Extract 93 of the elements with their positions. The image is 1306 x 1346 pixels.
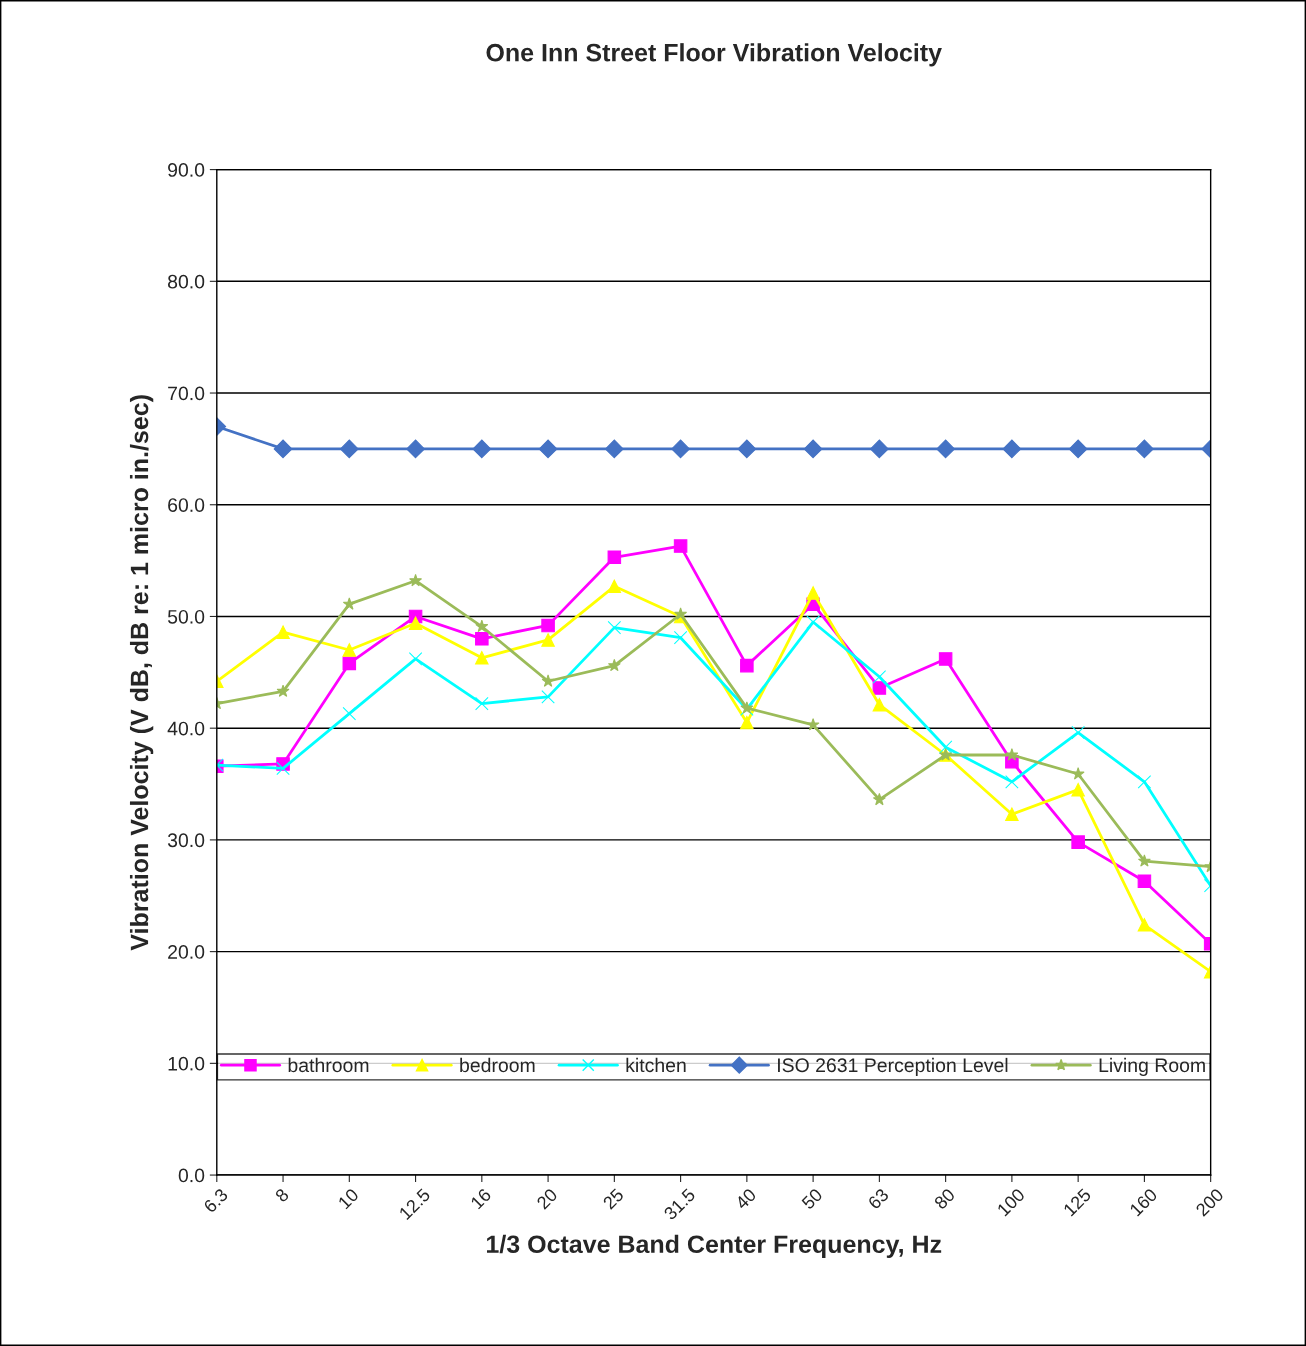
point [1135, 439, 1154, 459]
x-tick-label: 50 [800, 1187, 824, 1210]
point [472, 439, 492, 459]
point [1071, 725, 1085, 740]
point [475, 632, 489, 646]
point [409, 573, 423, 587]
point [475, 651, 489, 665]
point [938, 652, 953, 666]
point [276, 625, 290, 639]
point [1137, 775, 1152, 789]
legend-label: bedroom [460, 1057, 535, 1073]
point [408, 652, 423, 666]
x-tick-label: 10 [337, 1187, 360, 1210]
point [1005, 748, 1019, 761]
point [342, 656, 357, 671]
x-tick-label: 25 [602, 1187, 625, 1210]
point [671, 439, 690, 459]
x-tick-label: 160 [1129, 1187, 1158, 1217]
point [475, 696, 489, 711]
y-tick-label: 60.0 [168, 498, 205, 512]
point [607, 550, 622, 565]
point [276, 684, 290, 697]
point [408, 616, 423, 630]
point [803, 439, 823, 459]
point [339, 439, 359, 459]
point [541, 690, 555, 704]
legend-label: bathroom [288, 1057, 369, 1073]
point [806, 718, 820, 731]
point [1137, 854, 1151, 867]
point [673, 630, 688, 645]
point [541, 674, 555, 687]
point [342, 706, 357, 721]
point [1071, 835, 1085, 849]
y-tick-label: 50.0 [167, 609, 205, 624]
point [938, 740, 953, 754]
point [1005, 807, 1019, 821]
point [607, 579, 622, 594]
point [342, 643, 357, 657]
point [737, 439, 757, 459]
x-tick-label: 200 [1195, 1187, 1225, 1217]
y-tick-label: 80.0 [167, 274, 205, 289]
x-tick-label: 63 [867, 1187, 890, 1210]
point [740, 658, 754, 673]
point [1068, 439, 1088, 459]
point [273, 439, 293, 459]
y-axis-title: Vibration Velocity (V dB, dB re: 1 micro in./sec) [129, 395, 154, 951]
x-tick-label: 100 [996, 1187, 1026, 1217]
point [276, 761, 290, 776]
point [872, 670, 887, 684]
point [406, 439, 425, 459]
point [1137, 874, 1152, 889]
x-axis-title: 1/3 Octave Band Center Frequency, Hz [487, 1234, 942, 1259]
y-tick-label: 0.0 [178, 1168, 205, 1183]
x-tick-label: 6.3 [202, 1187, 229, 1214]
point [673, 539, 688, 553]
x-tick-label: 16 [470, 1187, 492, 1210]
point [475, 619, 489, 633]
point [806, 615, 820, 629]
point [1071, 782, 1085, 797]
y-tick-label: 30.0 [167, 833, 205, 848]
point [541, 618, 555, 633]
point [872, 681, 887, 695]
y-tick-label: 40.0 [167, 721, 205, 736]
x-tick-label: 8 [274, 1187, 290, 1203]
point [538, 439, 558, 459]
chart-title: One Inn Street Floor Vibration Velocity [486, 43, 942, 67]
x-tick-label: 40 [734, 1187, 757, 1211]
point [936, 439, 955, 459]
y-tick-label: 70.0 [168, 386, 205, 401]
y-tick-label: 90.0 [168, 163, 205, 177]
point [607, 658, 621, 672]
point [342, 597, 356, 610]
legend-label: Living Room [1099, 1057, 1205, 1076]
point [604, 439, 624, 459]
legend-label: kitchen [626, 1057, 686, 1073]
y-tick-label: 20.0 [168, 945, 205, 959]
point [1005, 775, 1019, 789]
point [872, 792, 886, 806]
x-tick-label: 125 [1062, 1187, 1092, 1217]
point [607, 620, 622, 635]
point [1002, 439, 1022, 459]
point [872, 697, 887, 712]
point [740, 715, 754, 730]
point [1071, 767, 1085, 780]
point [541, 633, 555, 647]
point [806, 586, 820, 600]
point [870, 439, 889, 459]
point [1137, 918, 1152, 932]
x-tick-label: 20 [536, 1187, 559, 1210]
x-tick-label: 80 [933, 1187, 956, 1210]
legend-label: ISO 2631 Perception Level [778, 1057, 1008, 1076]
point [674, 607, 688, 620]
y-tick-label: 10.0 [168, 1056, 205, 1071]
